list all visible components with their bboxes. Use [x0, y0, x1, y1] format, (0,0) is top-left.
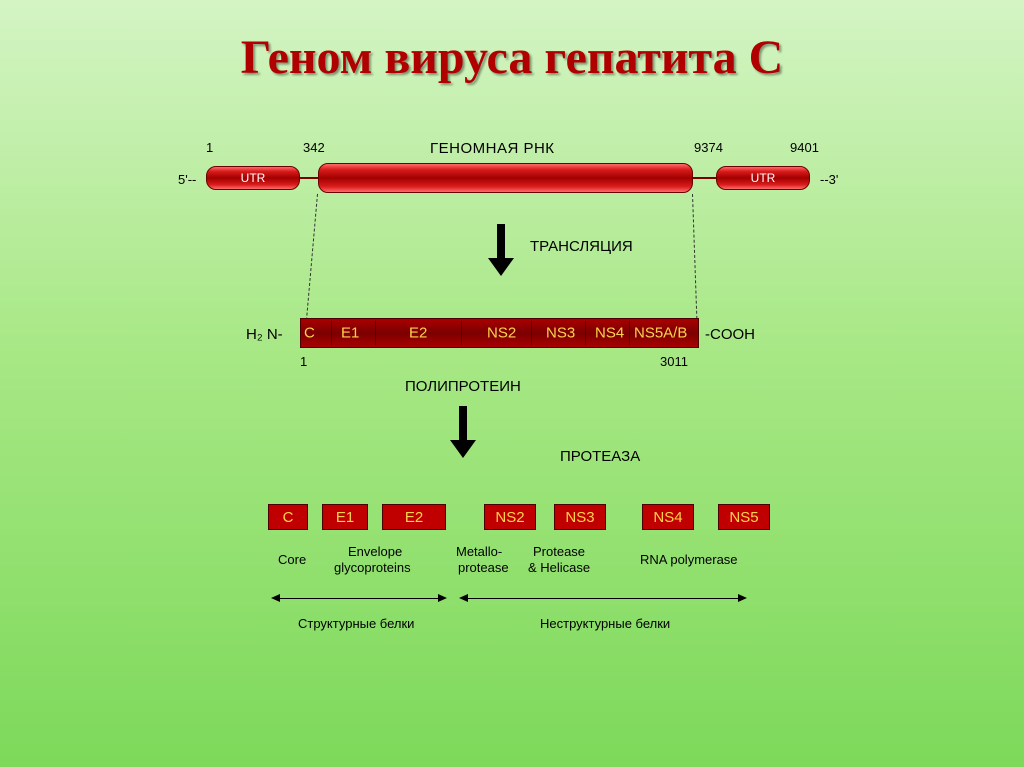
poly-seg-c: C — [304, 325, 315, 342]
poly-div-4 — [585, 321, 586, 345]
rna-utr-right: UTR — [717, 171, 809, 185]
rna-5prime: 5'-- — [178, 172, 196, 187]
rna-utr-left: UTR — [207, 171, 299, 185]
poly-div-1 — [375, 321, 376, 345]
desc-met-l1: Metallo- — [456, 544, 502, 559]
rna-pos-2: 342 — [303, 140, 325, 155]
rna-pos-3: 9374 — [694, 140, 723, 155]
desc-core: Core — [278, 552, 306, 567]
rna-utr-right-bar: UTR — [716, 166, 810, 190]
poly-div-2 — [461, 321, 462, 345]
rna-utr-left-bar: UTR — [206, 166, 300, 190]
poly-seg-ns2: NS2 — [487, 325, 516, 342]
group-structural: Структурные белки — [298, 616, 414, 631]
desc-env-l1: Envelope — [348, 544, 402, 559]
translation-label: ТРАНСЛЯЦИЯ — [530, 238, 633, 255]
protein-block-c: C — [268, 504, 308, 530]
poly-nterm: H₂ N- — [246, 326, 283, 343]
arrow-translation-head — [488, 258, 514, 276]
desc-met-l2: protease — [458, 560, 509, 575]
rna-label: ГЕНОМНАЯ РНК — [430, 140, 555, 157]
desc-hel-l2: & Helicase — [528, 560, 590, 575]
poly-seg-ns3: NS3 — [546, 325, 575, 342]
desc-env-l2: glycoproteins — [334, 560, 411, 575]
poly-seg-e1: E1 — [341, 325, 359, 342]
rna-connector-left — [300, 177, 320, 179]
protein-block-ns4: NS4 — [642, 504, 694, 530]
rna-3prime: --3' — [820, 172, 838, 187]
title-text: Геном вируса гепатита С — [241, 31, 784, 84]
polyprotein-bar: C E1 E2 NS2 NS3 NS4 NS5A/B — [300, 318, 699, 348]
poly-div-3 — [531, 321, 532, 345]
poly-pos-start: 1 — [300, 354, 307, 369]
rna-connector-right — [693, 177, 717, 179]
proj-left — [305, 194, 318, 326]
desc-rnapol: RNA polymerase — [640, 552, 738, 567]
poly-seg-e2: E2 — [409, 325, 427, 342]
arrow-translation-shaft — [497, 224, 505, 260]
arrow-nonstructural — [468, 598, 738, 599]
proj-right — [692, 194, 698, 324]
group-nonstructural: Неструктурные белки — [540, 616, 670, 631]
protein-block-ns3: NS3 — [554, 504, 606, 530]
poly-seg-ns5ab: NS5A/B — [634, 325, 687, 342]
poly-pos-end: 3011 — [660, 354, 688, 369]
protease-label: ПРОТЕАЗА — [560, 448, 640, 465]
rna-pos-4: 9401 — [790, 140, 819, 155]
desc-hel-l1: Protease — [533, 544, 585, 559]
protein-block-e1: E1 — [322, 504, 368, 530]
poly-seg-ns4: NS4 — [595, 325, 624, 342]
protein-block-e2: E2 — [382, 504, 446, 530]
poly-div-5 — [629, 321, 630, 345]
rna-pos-1: 1 — [206, 140, 213, 155]
arrow-structural — [280, 598, 438, 599]
protein-block-ns5: NS5 — [718, 504, 770, 530]
polyprotein-label: ПОЛИПРОТЕИН — [405, 378, 521, 395]
arrow-protease-shaft — [459, 406, 467, 442]
arrow-protease-head — [450, 440, 476, 458]
poly-div-0 — [331, 321, 332, 345]
protein-block-ns2: NS2 — [484, 504, 536, 530]
poly-cterm: -COOH — [705, 326, 755, 343]
page-title: Геном вируса гепатита С — [0, 30, 1024, 85]
rna-coding-bar — [318, 163, 693, 193]
